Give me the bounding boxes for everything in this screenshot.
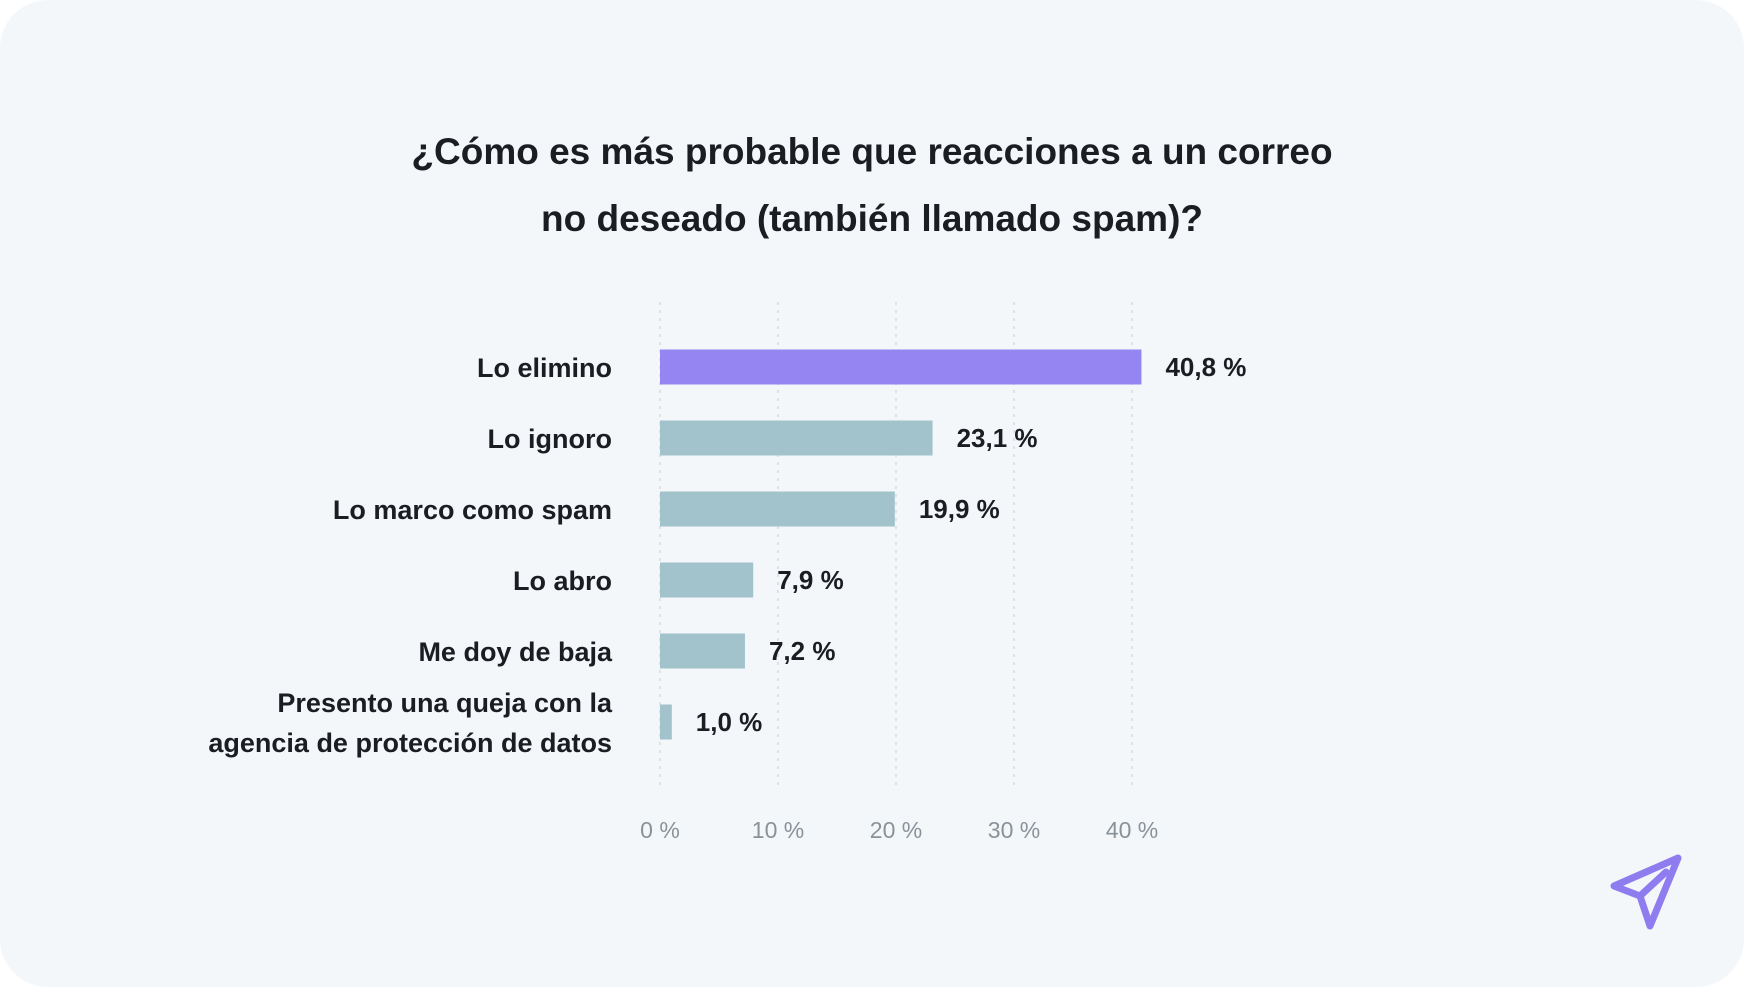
value-labels: 40,8 % 23,1 % 19,9 % 7,9 % 7,2 % 1,0 % (696, 352, 1247, 737)
paper-plane-icon (1610, 854, 1682, 930)
x-tick-label: 40 % (1106, 817, 1158, 843)
category-label: Me doy de baja (418, 637, 613, 667)
value-label: 7,2 % (769, 636, 836, 666)
bars (660, 349, 1142, 740)
bar (660, 562, 754, 598)
bar (660, 420, 933, 456)
value-label: 19,9 % (919, 494, 1000, 524)
chart-title-line-1: ¿Cómo es más probable que reacciones a u… (411, 131, 1333, 172)
category-label: Lo ignoro (488, 424, 612, 454)
x-tick-label: 10 % (752, 817, 804, 843)
value-label: 40,8 % (1165, 352, 1246, 382)
value-label: 23,1 % (957, 423, 1038, 453)
bar (660, 491, 895, 527)
bar (660, 704, 672, 740)
x-tick-label: 20 % (870, 817, 922, 843)
value-label: 1,0 % (696, 707, 763, 737)
value-label: 7,9 % (777, 565, 844, 595)
x-tick-label: 30 % (988, 817, 1040, 843)
category-label: Presento una queja con la (277, 688, 613, 718)
x-tick-label: 0 % (640, 817, 680, 843)
category-label: Lo abro (513, 566, 612, 596)
category-label: Lo marco como spam (333, 495, 612, 525)
chart-title: ¿Cómo es más probable que reacciones a u… (0, 118, 1744, 252)
category-label: agencia de protección de datos (208, 728, 612, 758)
category-label: Lo elimino (477, 353, 612, 383)
category-labels: Lo elimino Lo ignoro Lo marco como spam Lo … (208, 353, 613, 758)
x-axis-tick-labels: 0 % 10 % 20 % 30 % 40 % (640, 817, 1158, 843)
bar (660, 633, 745, 669)
bar (660, 349, 1142, 385)
chart-title-line-2: no deseado (también llamado spam)? (540, 198, 1203, 239)
